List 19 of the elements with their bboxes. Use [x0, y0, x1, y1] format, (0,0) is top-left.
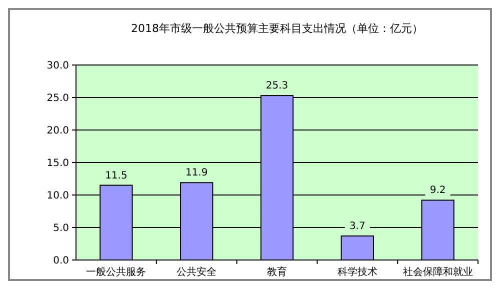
x-tick-label: 社会保障和就业	[402, 266, 473, 278]
x-tick-label: 科学技术	[337, 266, 378, 278]
bar	[340, 235, 374, 260]
y-tick-label: 5.0	[53, 223, 69, 234]
data-label: 9.2	[430, 185, 446, 196]
data-label: 11.5	[105, 170, 128, 182]
y-tick-label: 20.0	[46, 126, 69, 136]
y-tick-label: 30.0	[46, 60, 69, 72]
x-tick-label: 教育	[267, 266, 287, 278]
y-tick-label: 15.0	[46, 158, 69, 169]
y-tick-label: 10.0	[46, 190, 69, 202]
data-label: 11.9	[185, 168, 208, 179]
data-label: 25.3	[266, 80, 288, 92]
data-label: 3.7	[349, 220, 366, 232]
y-tick-label: 25.0	[46, 93, 69, 104]
x-tick-label: 一般公共服务	[86, 266, 146, 278]
chart-title: 2018年市级一般公共预算主要科目支出情况（单位：亿元）	[131, 22, 423, 35]
x-tick-label: 公共安全	[176, 266, 217, 278]
y-tick-label: 0.0	[53, 256, 69, 266]
